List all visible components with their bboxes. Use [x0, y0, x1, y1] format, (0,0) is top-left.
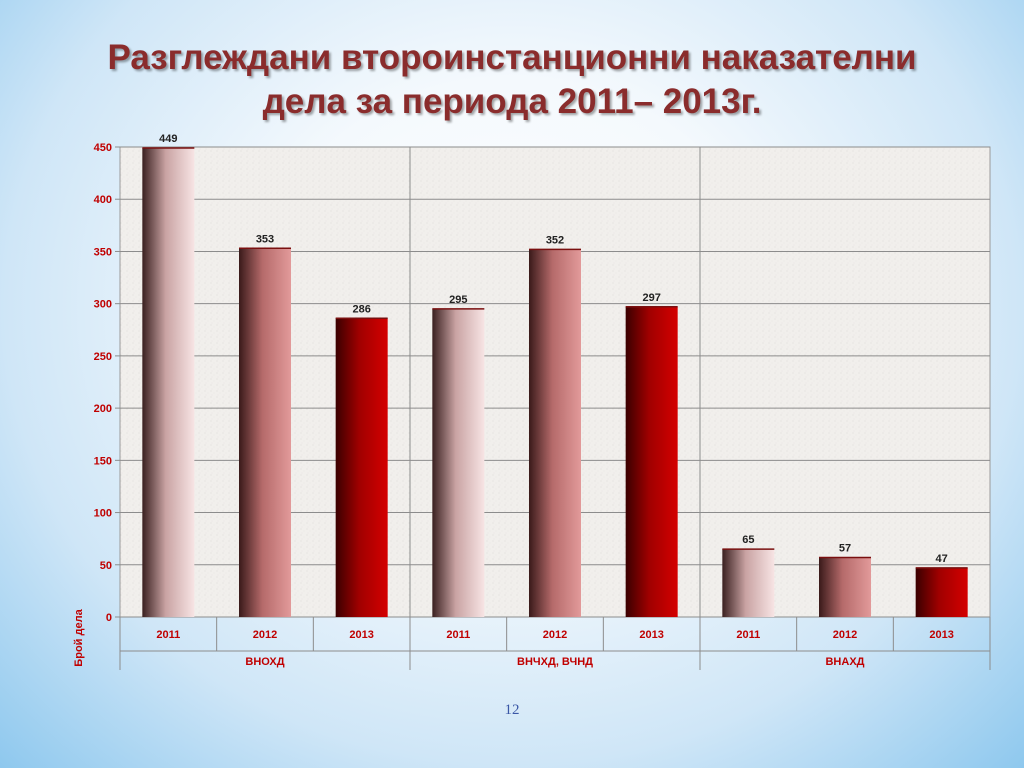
data-label: 295	[449, 294, 467, 306]
x-tick-label: 2011	[736, 629, 760, 641]
y-tick-label: 250	[94, 351, 112, 363]
y-tick-label: 100	[94, 508, 112, 520]
data-label: 352	[546, 234, 564, 246]
y-tick-label: 150	[94, 455, 112, 467]
bar	[239, 248, 291, 618]
bar	[335, 318, 388, 617]
title-line-1: Разглеждани второинстанционни наказателн…	[107, 38, 917, 77]
group-label: ВНЧХД, ВЧНД	[517, 656, 593, 668]
y-tick-label: 400	[94, 194, 112, 206]
bar	[915, 567, 968, 617]
data-label: 47	[936, 553, 948, 565]
y-tick-label: 450	[94, 142, 112, 154]
x-tick-label: 2013	[639, 629, 663, 641]
y-tick-label: 0	[106, 612, 112, 624]
x-tick-label: 2013	[349, 629, 373, 641]
data-label: 57	[839, 542, 851, 554]
y-tick-label: 50	[100, 560, 112, 572]
y-tick-label: 350	[94, 246, 112, 258]
y-tick-label: 300	[94, 299, 112, 311]
bar	[142, 148, 195, 618]
y-tick-label: 200	[94, 403, 112, 415]
x-tick-label: 2012	[543, 629, 567, 641]
bar	[529, 249, 581, 617]
x-tick-label: 2013	[929, 629, 953, 641]
bar	[432, 308, 485, 617]
data-label: 65	[742, 534, 754, 546]
x-tick-label: 2012	[833, 629, 857, 641]
x-tick-label: 2011	[446, 629, 470, 641]
x-tick-label: 2012	[253, 629, 277, 641]
slide-title: Разглеждани второинстанционни наказателн…	[0, 36, 1024, 124]
bar	[819, 557, 871, 617]
title-line-2: дела за периода 2011– 2013г.	[262, 82, 762, 121]
y-axis-title: Брой дела	[73, 608, 85, 666]
x-tick-label: 2011	[156, 629, 180, 641]
bar	[625, 306, 678, 617]
data-label: 353	[256, 233, 274, 245]
data-label: 297	[642, 292, 660, 304]
group-label: ВНОХД	[245, 656, 284, 668]
data-label: 286	[352, 303, 370, 315]
bar	[722, 549, 775, 617]
data-label: 449	[159, 133, 177, 145]
page-number: 12	[504, 702, 520, 718]
group-label: ВНАХД	[825, 656, 864, 668]
